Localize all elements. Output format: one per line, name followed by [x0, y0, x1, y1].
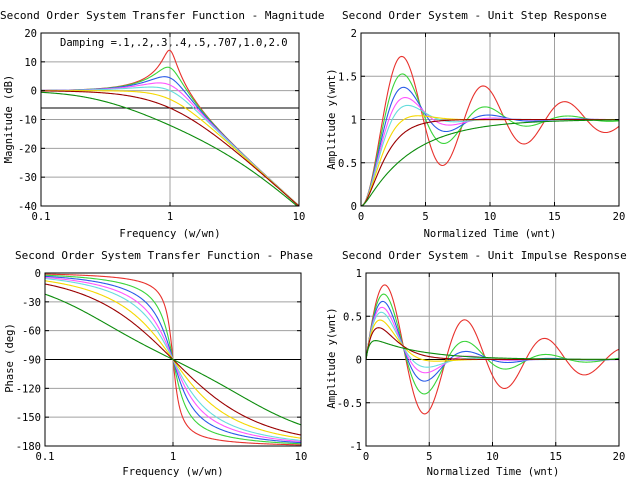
phase-xlabel: Frequency (w/wn): [122, 466, 223, 478]
phase-ytick-label: -120: [16, 383, 41, 395]
step-xtick-label: 15: [548, 211, 561, 223]
impulse-series-0: [365, 284, 620, 415]
impulse-response-panel: Second Order System - Unit Impulse Respo…: [326, 249, 627, 478]
step-xtick-label: 20: [613, 211, 626, 223]
magnitude-series-7: [40, 91, 299, 207]
phase-xtick-label: 1: [170, 451, 176, 463]
step-ytick-label: 0: [351, 201, 357, 213]
impulse-xtick-label: 10: [486, 451, 499, 463]
phase-ylabel: Phase (deg): [4, 323, 16, 393]
phase-title: Second Order System Transfer Function - …: [15, 249, 313, 262]
impulse-xtick-label: 5: [426, 451, 432, 463]
impulse-title: Second Order System - Unit Impulse Respo…: [342, 249, 627, 262]
magnitude-ytick-label: 20: [24, 28, 37, 40]
step-title: Second Order System - Unit Step Response: [342, 9, 607, 22]
magnitude-ylabel: Magnitude (dB): [3, 75, 15, 164]
magnitude-ytick-label: 0: [31, 86, 37, 98]
step-series-7: [360, 119, 620, 207]
step-ytick-label: 1.5: [338, 71, 357, 83]
phase-ytick-label: -180: [16, 441, 41, 453]
impulse-ytick-label: -0.5: [337, 398, 362, 410]
magnitude-xtick-label: 0.1: [32, 211, 51, 223]
magnitude-ytick-label: 10: [24, 57, 37, 69]
step-series-6: [360, 118, 619, 207]
step-series-0: [360, 55, 620, 207]
step-series-1: [360, 73, 620, 207]
step-ytick-label: 0.5: [338, 158, 357, 170]
phase-xtick-label: 0.1: [36, 451, 55, 463]
step-xlabel: Normalized Time (wnt): [424, 228, 557, 240]
impulse-ytick-label: -1: [349, 441, 362, 453]
magnitude-xtick-label: 1: [167, 211, 173, 223]
magnitude-ytick-label: -30: [18, 172, 37, 184]
magnitude-ytick-label: -40: [18, 201, 37, 213]
phase-xtick-label: 10: [295, 451, 308, 463]
step-xtick-label: 5: [422, 211, 428, 223]
magnitude-ytick-label: -10: [18, 115, 37, 127]
impulse-series-7: [365, 340, 619, 360]
magnitude-xlabel: Frequency (w/wn): [119, 228, 220, 240]
phase-ytick-label: -90: [22, 355, 41, 367]
impulse-ytick-label: 0: [356, 355, 362, 367]
damping-annotation: Damping =.1,.2,.3,.4,.5,.707,1.0,2.0: [60, 37, 288, 49]
magnitude-ytick-label: -20: [18, 143, 37, 155]
phase-ytick-label: -60: [22, 326, 41, 338]
impulse-xtick-label: 20: [613, 451, 626, 463]
magnitude-series-5: [41, 90, 300, 207]
magnitude-panel: Second Order System Transfer Function - …: [0, 9, 325, 240]
impulse-xtick-label: 0: [363, 451, 369, 463]
magnitude-series-6: [41, 90, 300, 207]
step-response-panel: Second Order System - Unit Step Response…: [326, 9, 625, 240]
phase-ytick-label: 0: [35, 268, 41, 280]
magnitude-title: Second Order System Transfer Function - …: [0, 9, 325, 22]
phase-ytick-label: -150: [16, 412, 41, 424]
impulse-ytick-label: 1: [356, 268, 362, 280]
impulse-ylabel: Amplitude y(wnt): [326, 307, 338, 408]
impulse-ytick-label: 0.5: [343, 311, 362, 323]
impulse-xlabel: Normalized Time (wnt): [427, 466, 560, 478]
impulse-series-1: [365, 293, 620, 395]
step-xtick-label: 10: [484, 211, 497, 223]
step-ytick-label: 2: [351, 28, 357, 40]
impulse-xtick-label: 15: [549, 451, 562, 463]
step-ylabel: Amplitude y(wnt): [326, 68, 338, 169]
phase-panel: Second Order System Transfer Function - …: [4, 249, 313, 478]
step-xtick-label: 0: [358, 211, 364, 223]
phase-ytick-label: -30: [22, 297, 41, 309]
step-ytick-label: 1: [351, 115, 357, 127]
magnitude-xtick-label: 10: [293, 211, 306, 223]
phase-series-7: [44, 293, 302, 426]
